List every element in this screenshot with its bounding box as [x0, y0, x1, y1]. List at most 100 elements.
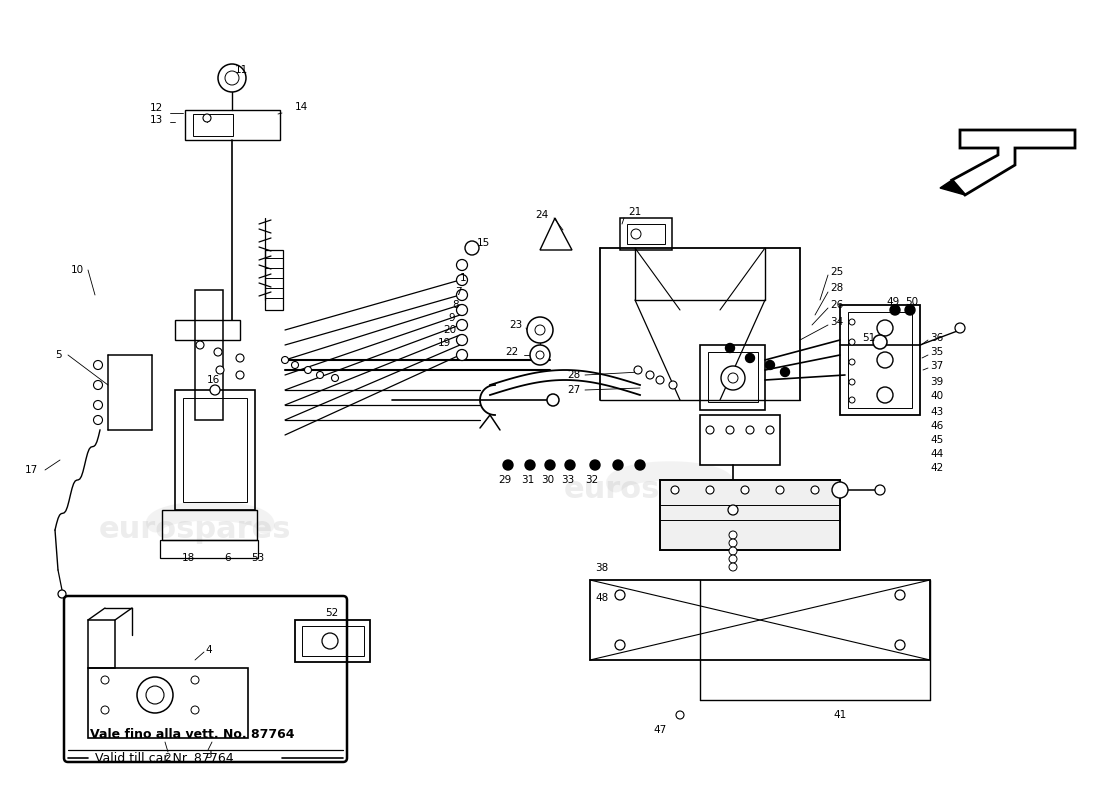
Circle shape: [456, 259, 468, 270]
Circle shape: [331, 374, 339, 382]
Circle shape: [746, 354, 755, 362]
Circle shape: [204, 114, 211, 122]
Circle shape: [292, 362, 298, 369]
Text: 11: 11: [235, 65, 249, 75]
Text: 19: 19: [438, 338, 451, 348]
Circle shape: [94, 361, 102, 370]
Circle shape: [544, 460, 556, 470]
Circle shape: [236, 371, 244, 379]
Circle shape: [456, 290, 468, 301]
Text: 45: 45: [930, 435, 944, 445]
Circle shape: [741, 486, 749, 494]
Text: 24: 24: [535, 210, 548, 220]
Text: 36: 36: [930, 333, 944, 343]
Text: 51: 51: [861, 333, 875, 343]
Text: 14: 14: [295, 102, 308, 112]
Bar: [195, 290, 223, 420]
Circle shape: [634, 366, 642, 374]
Circle shape: [216, 366, 224, 374]
Text: 53: 53: [252, 553, 265, 563]
Circle shape: [746, 426, 754, 434]
Circle shape: [191, 706, 199, 714]
Circle shape: [94, 381, 102, 390]
Bar: [175, 390, 255, 510]
Text: 17: 17: [24, 465, 38, 475]
Bar: [700, 415, 780, 465]
Circle shape: [849, 339, 855, 345]
Text: 23: 23: [508, 320, 522, 330]
Text: 34: 34: [830, 317, 844, 327]
Circle shape: [535, 325, 544, 335]
Bar: [162, 510, 257, 540]
Bar: [620, 218, 672, 250]
Circle shape: [631, 229, 641, 239]
Text: 48: 48: [595, 593, 608, 603]
Circle shape: [877, 387, 893, 403]
Circle shape: [456, 350, 468, 361]
Circle shape: [766, 361, 774, 370]
Circle shape: [890, 305, 900, 315]
Text: Vale fino alla vett. No. 87764: Vale fino alla vett. No. 87764: [90, 729, 295, 742]
Circle shape: [706, 426, 714, 434]
Circle shape: [671, 486, 679, 494]
Circle shape: [94, 401, 102, 410]
Circle shape: [726, 426, 734, 434]
Text: 44: 44: [930, 449, 944, 459]
Circle shape: [895, 640, 905, 650]
Text: 31: 31: [521, 475, 535, 485]
Circle shape: [196, 341, 204, 349]
Text: 15: 15: [477, 238, 491, 248]
Circle shape: [849, 319, 855, 325]
Text: eurospares: eurospares: [563, 475, 757, 505]
Bar: [840, 305, 920, 415]
Text: 30: 30: [541, 475, 554, 485]
Circle shape: [729, 539, 737, 547]
Circle shape: [895, 590, 905, 600]
Bar: [295, 620, 370, 662]
Text: 10: 10: [70, 265, 84, 275]
FancyBboxPatch shape: [64, 596, 346, 762]
Text: 13: 13: [150, 115, 163, 125]
Bar: [160, 540, 258, 558]
Text: 5: 5: [55, 350, 62, 360]
Text: 38: 38: [595, 563, 608, 573]
Text: 26: 26: [830, 300, 844, 310]
Circle shape: [720, 366, 745, 390]
Text: 1: 1: [460, 273, 466, 283]
Text: 46: 46: [930, 421, 944, 431]
Text: 22: 22: [505, 347, 518, 357]
Text: eurospares: eurospares: [99, 515, 292, 545]
Text: 35: 35: [930, 347, 944, 357]
Circle shape: [615, 590, 625, 600]
Circle shape: [729, 531, 737, 539]
Circle shape: [101, 676, 109, 684]
Circle shape: [832, 482, 848, 498]
Circle shape: [456, 305, 468, 315]
Polygon shape: [940, 180, 965, 195]
Circle shape: [849, 359, 855, 365]
Text: 50: 50: [905, 297, 918, 307]
Circle shape: [146, 686, 164, 704]
Bar: [88, 668, 248, 738]
Text: 37: 37: [930, 361, 944, 371]
Circle shape: [503, 460, 513, 470]
Circle shape: [955, 323, 965, 333]
Text: 2: 2: [165, 753, 172, 763]
Bar: [848, 312, 912, 408]
Circle shape: [729, 563, 737, 571]
Text: Valid till car Nr. 87764: Valid till car Nr. 87764: [95, 751, 233, 765]
Circle shape: [94, 415, 102, 425]
Text: 6: 6: [224, 553, 231, 563]
Text: 39: 39: [930, 377, 944, 387]
Circle shape: [317, 371, 323, 378]
Bar: [265, 250, 283, 310]
Text: 12: 12: [150, 103, 163, 113]
Circle shape: [726, 343, 735, 353]
Circle shape: [766, 426, 774, 434]
Circle shape: [218, 64, 246, 92]
Circle shape: [728, 373, 738, 383]
Text: 27: 27: [566, 385, 580, 395]
Polygon shape: [952, 130, 1075, 195]
Text: 16: 16: [207, 375, 220, 385]
Bar: [192, 114, 233, 136]
